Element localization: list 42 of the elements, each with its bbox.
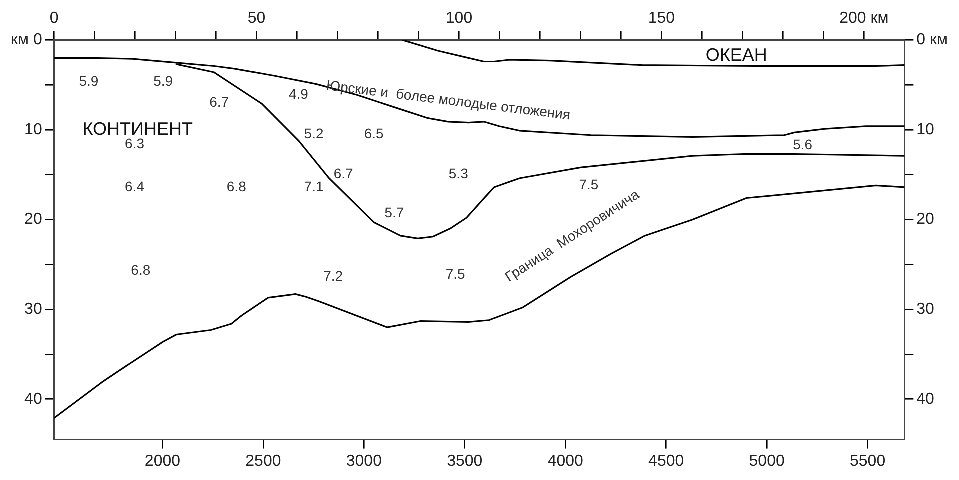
annotation: 7.1	[304, 178, 324, 195]
x-tick-label: 3500	[447, 452, 483, 470]
x2-tick-label: 0	[50, 10, 59, 28]
y2-tick-label: 30	[916, 301, 935, 318]
y-tick-label: 30	[24, 301, 42, 318]
x-tick-label: 5500	[850, 452, 886, 470]
annotation: 5.7	[384, 204, 404, 220]
y2-tick-label: 10	[916, 121, 935, 138]
annotation: 6.5	[364, 126, 384, 142]
annotation: 5.9	[154, 72, 174, 89]
y-tick-label: км 0	[11, 32, 42, 49]
x-tick-label: 4000	[548, 452, 584, 470]
annotation: 7.5	[446, 266, 466, 282]
annotation: 6.7	[210, 94, 230, 110]
annotation: 7.2	[324, 268, 344, 284]
y2-tick-label: 20	[916, 211, 935, 228]
annotation: 6.4	[125, 178, 145, 195]
x2-tick-label: 200 км	[840, 10, 889, 28]
y-tick-label: 40	[24, 390, 42, 408]
annotation: 6.8	[226, 178, 247, 195]
x2-tick-label: 100	[446, 10, 473, 28]
annotation: ОКЕАН	[706, 45, 768, 66]
annotation: 6.8	[131, 262, 151, 278]
annotation: 6.7	[334, 166, 354, 182]
annotation: 5.3	[448, 166, 469, 182]
annotation: 4.9	[289, 86, 309, 102]
annotation: 5.9	[79, 72, 99, 89]
y-tick-label: 10	[24, 121, 42, 138]
y2-tick-label: 0 км	[916, 32, 948, 49]
annotation: 5.2	[304, 126, 324, 142]
annotation: 5.6	[793, 136, 813, 153]
y-tick-label: 20	[24, 211, 42, 228]
x-tick-label: 2000	[144, 452, 181, 470]
x2-tick-label: 150	[648, 10, 676, 28]
y2-tick-label: 40	[916, 390, 935, 408]
x-tick-label: 2500	[246, 452, 282, 470]
x-tick-label: 4500	[648, 452, 684, 470]
annotation: 7.5	[579, 176, 599, 193]
annotation: Юрские и более молодые отложения	[326, 76, 572, 123]
x-tick-label: 3000	[346, 452, 382, 470]
x2-tick-label: 50	[248, 10, 266, 28]
x-tick-label: 5000	[749, 452, 785, 470]
